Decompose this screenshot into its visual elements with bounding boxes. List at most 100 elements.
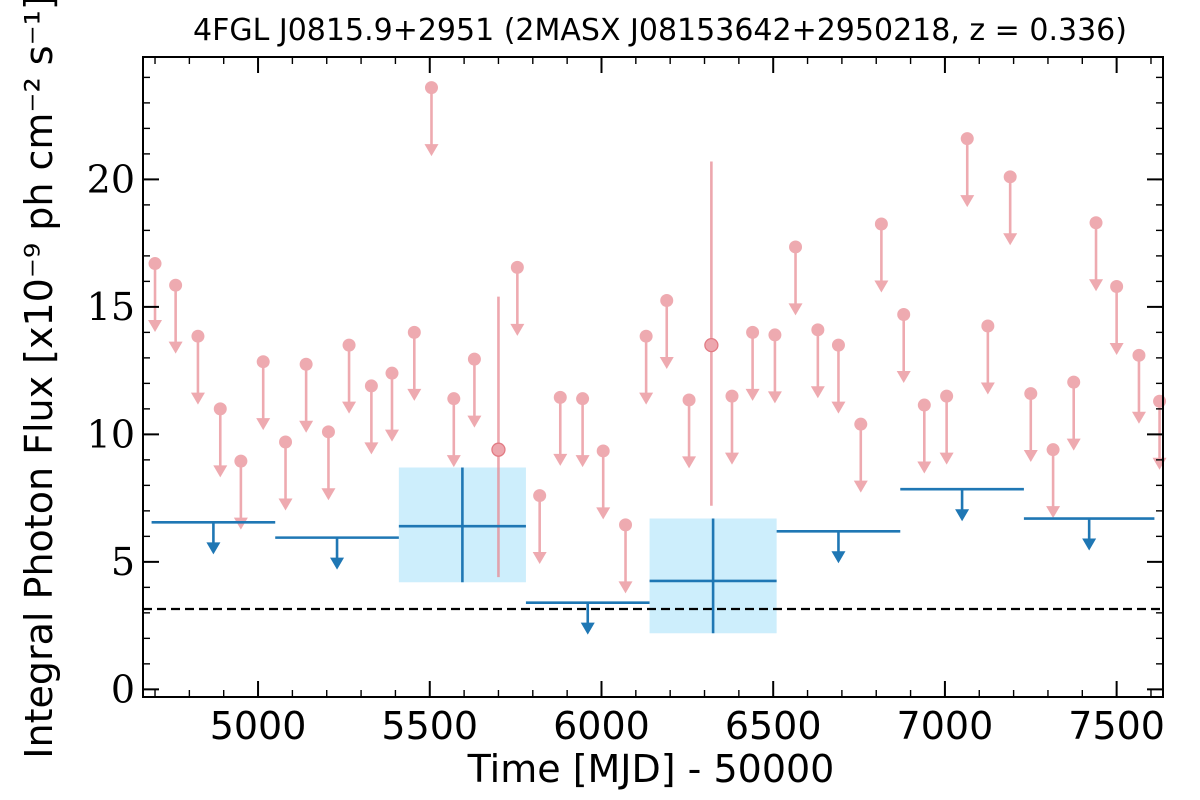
upper-limit-arrowhead [1066,438,1081,451]
upper-limit-arrowhead [1082,538,1097,551]
upper-limit-marker [619,518,633,532]
upper-limit-marker [874,217,888,231]
short-bin-upper-limit [532,489,547,565]
upper-limit-marker [768,328,782,342]
upper-limit-marker [1003,170,1017,184]
short-bin-upper-limit [148,257,163,333]
upper-limit-marker [342,338,356,352]
upper-limit-arrowhead [342,401,357,414]
upper-limit-marker [385,366,399,380]
short-bin-upper-limit [407,325,422,401]
upper-limit-arrowhead [206,542,221,555]
detection-marker [491,442,506,457]
upper-limit-arrowhead [213,465,228,478]
upper-limit-arrowhead [446,455,461,468]
upper-limit-marker [553,390,567,404]
upper-limit-marker [533,489,547,503]
x-tick-label: 5500 [381,704,478,748]
upper-limit-marker [1024,387,1038,401]
chart-title: 4FGL J0815.9+2951 (2MASX J08153642+29502… [193,13,1127,48]
upper-limit-arrowhead [364,442,379,455]
upper-limit-arrowhead [510,323,525,336]
short-bin-upper-limit [467,352,482,428]
short-bin-upper-limit [745,325,760,401]
short-bin-upper-limit [960,132,975,208]
upper-limit-marker [917,398,931,412]
upper-limit-arrowhead [639,392,654,405]
upper-limit-marker [234,454,248,468]
x-tick-label: 6500 [725,704,822,748]
upper-limit-marker [811,323,825,337]
short-bin-series [148,81,1167,594]
short-bin-upper-limit [575,392,590,468]
long-bin-upper-limit [151,521,276,555]
x-tick-label: 7000 [897,704,994,748]
y-tick-label: 10 [87,412,135,456]
upper-limit-arrowhead [424,144,439,157]
short-bin-upper-limit [233,454,248,530]
upper-limit-arrowhead [810,386,825,399]
upper-limit-marker [364,379,378,393]
upper-limit-marker [746,325,760,339]
short-bin-upper-limit [1109,279,1124,355]
long-bin-upper-limit [525,601,650,635]
upper-limit-marker [1110,279,1124,293]
short-bin-upper-limit [853,417,868,493]
upper-limit-marker [789,240,803,254]
upper-limit-marker [981,319,995,333]
short-bin-upper-limit [1066,375,1081,451]
short-bin-upper-limit [213,402,228,478]
upper-limit-marker [191,329,205,343]
upper-limit-arrowhead [299,420,314,433]
upper-limit-marker [424,81,438,95]
upper-limit-arrowhead [682,456,697,469]
short-bin-upper-limit [256,355,271,431]
upper-limit-arrowhead [1109,342,1124,355]
short-bin-upper-limit [190,329,205,405]
upper-limit-marker [213,402,227,416]
upper-limit-arrowhead [955,509,970,522]
short-bin-upper-limit [874,217,889,293]
short-bin-upper-limit [364,379,379,455]
upper-limit-marker [1153,394,1167,408]
x-tick-label: 5000 [210,704,307,748]
short-bin-upper-limit [896,308,911,383]
upper-limit-marker [897,308,911,322]
upper-limit-marker [321,425,335,439]
long-bin-detection [398,467,526,583]
upper-limit-arrowhead [256,418,271,431]
upper-limit-arrowhead [580,622,595,635]
short-bin-upper-limit [639,329,654,405]
upper-limit-marker [169,278,183,292]
upper-limit-marker [1067,375,1081,389]
upper-limit-marker [407,325,421,339]
y-tick-label: 5 [111,540,135,584]
short-bin-upper-limit [917,398,932,474]
upper-limit-arrowhead [659,356,674,369]
short-bin-upper-limit [618,518,633,594]
x-tick-label: 6000 [553,704,650,748]
upper-limit-arrowhead [553,453,568,466]
upper-limit-marker [256,355,270,369]
upper-limit-arrowhead [575,455,590,468]
upper-limit-arrowhead [917,461,932,474]
short-bin-upper-limit [724,389,739,465]
long-bin-upper-limit [1023,517,1155,551]
short-bin-upper-limit [810,323,825,399]
short-bin-upper-limit [424,81,439,157]
upper-limit-arrowhead [330,557,345,570]
upper-limit-arrowhead [724,452,739,465]
upper-limit-arrowhead [853,480,868,493]
short-bin-upper-limit [1003,170,1018,246]
upper-limit-arrowhead [467,415,482,428]
long-bin-upper-limit [275,536,399,570]
short-bin-upper-limit [1089,216,1104,292]
upper-limit-marker [447,392,461,406]
y-tick-label: 15 [87,285,135,329]
short-bin-upper-limit [1046,443,1061,519]
short-bin-upper-limit [682,393,697,469]
upper-limit-arrowhead [618,581,633,594]
upper-limit-marker [596,444,610,458]
short-bin-upper-limit [767,328,782,404]
upper-limit-marker [1046,443,1060,457]
